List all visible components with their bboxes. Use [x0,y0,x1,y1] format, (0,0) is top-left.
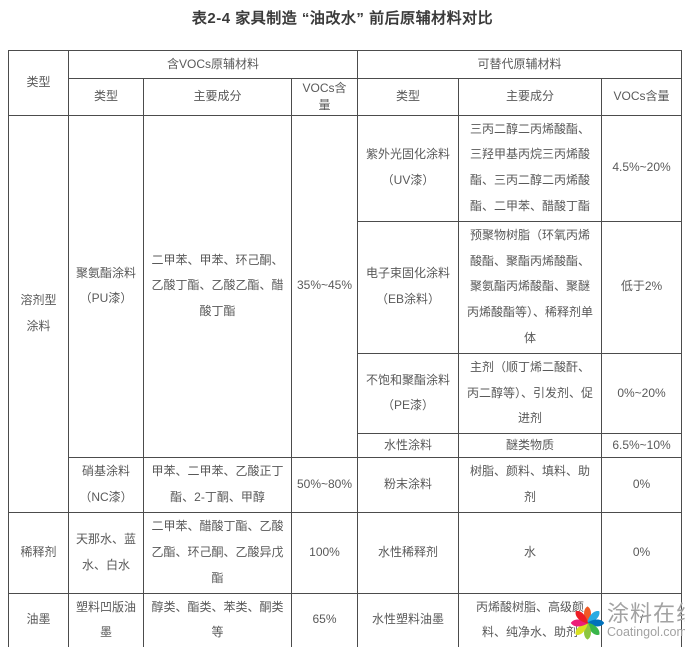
cell-water-ink-voc: / [600,592,683,647]
table-row-thinner: 稀释剂 天那水、蓝水、白水 二甲苯、醋酸丁酯、乙酸乙酯、环己酮、乙酸异戊酯 10… [8,512,683,594]
header-cell-alt-main: 主要成分 [458,78,602,116]
table-row-uv: 溶剂型涂料 聚氨酯涂料（PU漆） 二甲苯、甲苯、环己酮、乙酸丁酯、乙酸乙酯、醋酸… [8,114,683,514]
header-cell-voc-main: 主要成分 [143,78,292,116]
watermark-site-domain: Coatingol.com [607,625,685,640]
cell-nc-main: 甲苯、二甲苯、乙酸正丁酯、2-丁酮、甲醇 [143,457,292,514]
cell-ink-type: 塑料凹版油墨 [68,592,144,647]
header-cell-voc-group: 含VOCs原辅材料 [68,50,358,79]
cell-pe-type: 不饱和聚酯涂料（PE漆） [357,352,459,435]
table-row-nc-powder: 硝基涂料（NC漆） 甲苯、二甲苯、乙酸正丁酯、2-丁酮、甲醇 50%~80% 粉… [9,457,683,514]
cell-pu-main: 二甲苯、甲苯、环己酮、乙酸丁酯、乙酸乙酯、醋酸丁酯 [143,114,292,459]
cell-category-thinner: 稀释剂 [8,512,69,594]
coatingol-watermark: 涂料在线 Coatingol.com [569,601,685,643]
table-row-eb: 电子束固化涂料（EB涂料） 预聚物树脂（环氧丙烯酸酯、聚酯丙烯酸酯、聚氨酯丙烯酸… [9,220,683,354]
cell-uv-voc: 4.5%~20% [600,114,683,222]
cell-eb-main: 预聚物树脂（环氧丙烯酸酯、聚酯丙烯酸酯、聚氨酯丙烯酸酯、聚醚丙烯酸酯等）、稀释剂… [458,220,602,354]
logo-petal [575,611,589,624]
cell-ink-main: 醇类、酯类、苯类、酮类等 [143,592,292,647]
cell-nc-voc: 50%~80% [291,457,358,514]
cell-water-coating-main: 醚类物质 [458,433,602,459]
cell-powder-type: 粉末涂料 [357,457,459,514]
cell-eb-voc: 低于2% [600,220,683,354]
logo-petal [586,611,600,624]
cell-eb-type: 电子束固化涂料（EB涂料） [357,220,459,354]
comparison-table-wrapper: 类型 含VOCs原辅材料 可替代原辅材料 类型 主要成分 VOCs含量 类型 主… [8,50,683,647]
cell-ink-voc: 65% [291,592,358,647]
cell-nc-type: 硝基涂料（NC漆） [68,457,144,514]
cell-pu-type: 聚氨酯涂料（PU漆） [68,114,144,459]
cell-water-coating-type: 水性涂料 [357,433,459,459]
cell-uv-type: 紫外光固化涂料（UV漆） [357,114,459,222]
table-row-pe: 不饱和聚酯涂料（PE漆） 主剂（顺丁烯二酸酐、丙二醇等）、引发剂、促进剂 0%~… [9,352,683,435]
cell-category-ink: 油墨 [8,592,69,647]
header-cell-voc-type: 类型 [68,78,144,116]
comparison-table: 类型 含VOCs原辅材料 可替代原辅材料 类型 主要成分 VOCs含量 类型 主… [8,50,683,647]
cell-thinner-type: 天那水、蓝水、白水 [68,512,144,594]
cell-pe-voc: 0%~20% [600,352,683,435]
cell-water-thinner-type: 水性稀释剂 [357,512,459,594]
logo-petal [586,622,600,635]
cell-thinner-main: 二甲苯、醋酸丁酯、乙酸乙酯、环己酮、乙酸异戊酯 [143,512,292,594]
cell-category-solvent-coating: 溶剂型涂料 [8,114,69,514]
header-cell-voc-content: VOCs含量 [291,78,358,116]
cell-powder-voc: 0% [600,457,683,514]
header-cell-alt-type: 类型 [357,78,459,116]
cell-pu-voc: 35%~45% [291,114,358,459]
cell-thinner-voc: 100% [291,512,358,594]
header-cell-alt-group: 可替代原辅材料 [356,50,683,79]
cell-water-coating-voc: 6.5%~10% [600,433,683,459]
cell-powder-main: 树脂、颜料、填料、助剂 [458,457,602,514]
header-cell-category: 类型 [8,50,69,116]
cell-water-ink-type: 水性塑料油墨 [357,592,459,647]
header-cell-alt-content: VOCs含量 [600,78,683,116]
cell-water-thinner-main: 水 [458,512,602,594]
cell-pe-main: 主剂（顺丁烯二酸酐、丙二醇等）、引发剂、促进剂 [458,352,602,435]
header-row-groups: 类型 含VOCs原辅材料 可替代原辅材料 [8,50,683,116]
watermark-text-block: 涂料在线 Coatingol.com [607,601,685,640]
cell-water-thinner-voc: 0% [600,512,683,594]
header-row-sub: 类型 主要成分 VOCs含量 类型 主要成分 VOCs含量 [9,78,683,116]
table-title: 表2-4 家具制造 “油改水” 前后原辅材料对比 [191,10,494,27]
watermark-site-name: 涂料在线 [607,601,685,626]
logo-petal [575,622,589,635]
pinwheel-logo-icon [570,606,605,640]
cell-uv-main: 三丙二醇二丙烯酸酯、三羟甲基丙烷三丙烯酸酯、三丙二醇二丙烯酸酯、二甲苯、醋酸丁酯 [458,114,602,222]
